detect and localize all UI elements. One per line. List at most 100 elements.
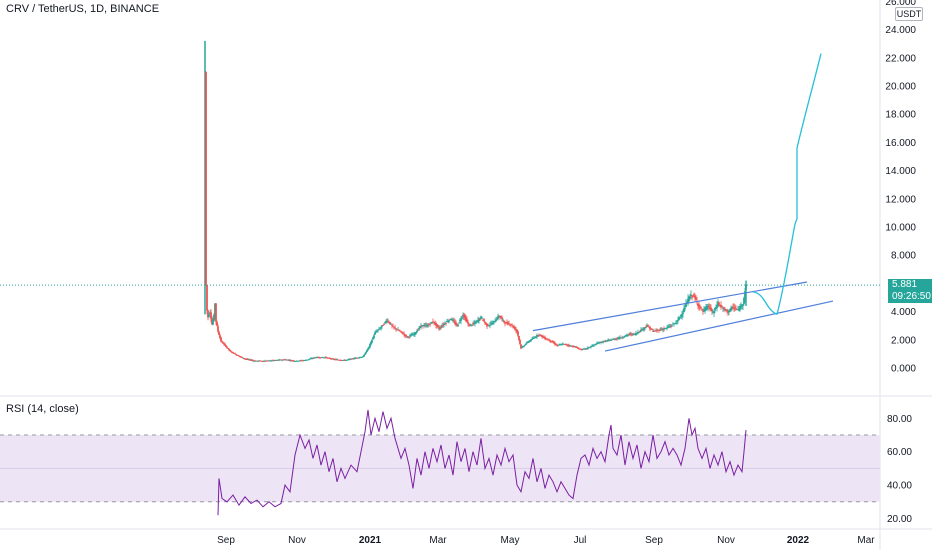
- candle-body: [744, 291, 746, 298]
- candle-body: [446, 321, 448, 322]
- time-tick-label: 2021: [359, 535, 382, 546]
- candle-body: [453, 320, 455, 322]
- candle-body: [223, 343, 225, 345]
- candle-body: [639, 330, 641, 332]
- candle-body: [563, 343, 565, 345]
- candle-body: [592, 345, 594, 347]
- candle-body: [207, 310, 209, 318]
- candle-body: [302, 360, 304, 362]
- candle-body: [425, 325, 427, 326]
- candle-body: [421, 325, 423, 327]
- candle-body: [393, 326, 395, 328]
- candle-body: [603, 340, 605, 342]
- candle-body: [299, 360, 301, 362]
- candle-body: [271, 360, 273, 362]
- candle-body: [650, 328, 652, 330]
- candle-body: [694, 296, 696, 299]
- candle-body: [305, 359, 307, 361]
- candle-body: [277, 360, 279, 361]
- candle-body: [616, 338, 618, 340]
- candle-body: [392, 325, 394, 327]
- candle-body: [375, 331, 377, 333]
- candle-body: [666, 327, 668, 329]
- candle-body: [559, 344, 561, 346]
- candle-body: [665, 327, 667, 329]
- candle-body: [491, 323, 493, 325]
- candle-body: [220, 337, 222, 342]
- candle-body: [674, 323, 676, 324]
- candle-body: [379, 328, 381, 330]
- candle-body: [287, 359, 289, 361]
- candle-body: [344, 360, 346, 361]
- candle-body: [309, 358, 311, 360]
- candle-body: [518, 336, 520, 340]
- candle-body: [669, 326, 671, 327]
- candle-body: [571, 345, 573, 347]
- candle-body: [652, 331, 654, 332]
- candle-body: [602, 341, 604, 343]
- candle-body: [385, 321, 387, 323]
- candle-body: [463, 314, 465, 318]
- candle-body: [648, 326, 650, 328]
- candle-body: [462, 315, 464, 317]
- candle-body: [231, 352, 233, 353]
- last-price-value: 5.881: [892, 279, 918, 290]
- candle-body: [622, 337, 624, 339]
- time-tick-label: Jul: [574, 535, 587, 546]
- currency-unit-button[interactable]: USDT: [895, 7, 923, 21]
- candle-body: [683, 308, 685, 313]
- candle-body: [514, 327, 516, 330]
- candle-body: [465, 317, 467, 322]
- candle-body: [273, 360, 275, 362]
- candle-body: [255, 360, 257, 362]
- candle-body: [614, 339, 616, 340]
- projection-pullback: [752, 291, 778, 316]
- candle-body: [261, 360, 263, 362]
- candle-body: [664, 328, 666, 329]
- time-tick-label: 2022: [787, 535, 810, 546]
- candle-body: [206, 284, 208, 311]
- candle-body: [235, 354, 237, 356]
- price-tick-label: 26.000: [885, 0, 916, 8]
- candle-body: [525, 343, 527, 345]
- candle-body: [607, 340, 609, 341]
- candle-body: [570, 345, 572, 347]
- candle-body: [208, 315, 210, 317]
- candle-body: [314, 357, 316, 359]
- candle-body: [368, 346, 370, 349]
- candle-body: [611, 339, 613, 341]
- candle-body: [423, 325, 425, 327]
- candle-body: [281, 359, 283, 361]
- candle-body: [561, 344, 563, 346]
- candle-body: [214, 303, 216, 316]
- candle-body: [574, 346, 576, 348]
- candle-body: [332, 358, 334, 360]
- channel-lower-line: [604, 300, 834, 352]
- candle-body: [437, 325, 439, 327]
- candle-body: [266, 360, 268, 362]
- candle-body: [566, 344, 568, 346]
- candle-body: [634, 334, 636, 335]
- candle-body: [712, 311, 714, 313]
- candle-body: [304, 360, 306, 361]
- candle-body: [373, 335, 375, 338]
- candle-body: [468, 324, 470, 326]
- candle-body: [517, 331, 519, 336]
- candle-body: [475, 321, 477, 324]
- candle-body: [227, 347, 229, 349]
- candle-body: [397, 329, 399, 331]
- candle-body: [348, 359, 350, 361]
- rsi-series-line: [217, 409, 747, 516]
- candle-body: [541, 335, 543, 337]
- candle-body: [226, 346, 228, 348]
- candle-body: [542, 335, 544, 337]
- candle-body: [640, 329, 642, 332]
- price-tick-label: 14.000: [885, 166, 916, 177]
- candle-body: [263, 360, 265, 362]
- candle-body: [701, 308, 703, 310]
- candle-body: [500, 316, 502, 319]
- candle-body: [313, 357, 315, 359]
- candle-body: [274, 360, 276, 361]
- candle-body: [738, 310, 740, 311]
